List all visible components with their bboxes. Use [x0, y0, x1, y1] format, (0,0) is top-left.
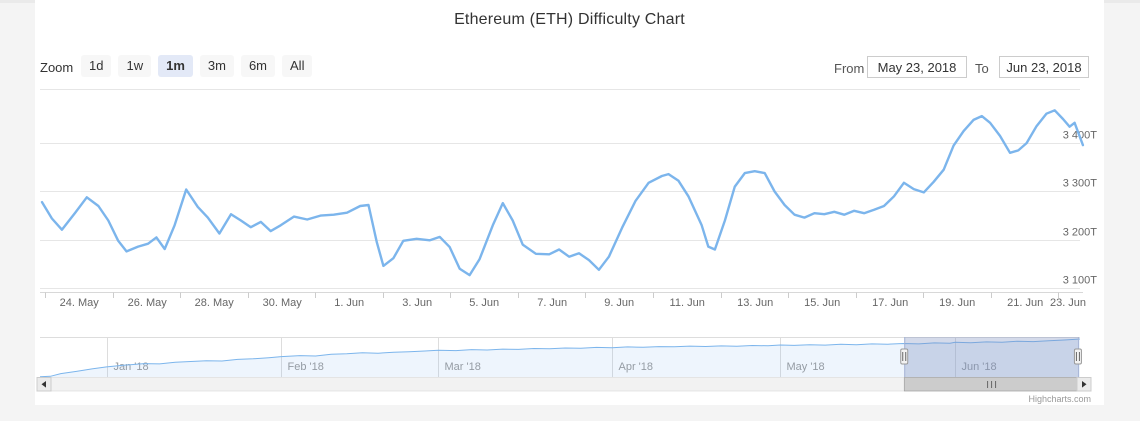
zoom-button-1w[interactable]: 1w	[118, 55, 152, 77]
left-arrow-icon	[41, 381, 46, 388]
x-axis-label: 9. Jun	[604, 297, 634, 309]
x-axis-label: 23. Jun	[1050, 297, 1086, 309]
navigator-right-handle[interactable]	[1073, 348, 1082, 365]
navigator-month-label: May '18	[787, 361, 825, 373]
x-axis-label: 1. Jun	[334, 297, 364, 309]
y-axis-label: 3 100T	[1063, 275, 1098, 287]
scrollbar-thumb[interactable]	[903, 377, 1079, 392]
x-axis-label: 17. Jun	[872, 297, 908, 309]
navigator-selected-mask[interactable]	[904, 337, 1078, 377]
zoom-button-6m[interactable]: 6m	[240, 55, 276, 77]
to-label: To	[975, 61, 989, 76]
to-date-input[interactable]	[999, 56, 1089, 78]
navigator-month-label: Apr '18	[619, 361, 654, 373]
zoom-button-1d[interactable]: 1d	[81, 55, 112, 77]
x-axis-label: 7. Jun	[537, 297, 567, 309]
x-axis-label: 24. May	[60, 297, 100, 309]
x-axis-label: 26. May	[128, 297, 168, 309]
difficulty-line-series	[40, 109, 1085, 277]
navigator-month-label: Jun '18	[962, 361, 997, 373]
navigator-left-handle[interactable]	[900, 348, 909, 365]
navigator-month-label: Mar '18	[445, 361, 481, 373]
x-axis-label: 11. Jun	[670, 297, 705, 309]
x-axis-label: 28. May	[195, 297, 235, 309]
zoom-button-group: 1d 1w 1m 3m 6m All	[81, 55, 313, 77]
x-axis-label: 19. Jun	[939, 297, 975, 309]
x-axis-label: 30. May	[263, 297, 303, 309]
x-axis-label: 15. Jun	[804, 297, 840, 309]
x-axis-label: 13. Jun	[737, 297, 773, 309]
navigator-month-label: Feb '18	[288, 361, 324, 373]
y-axis-label: 3 200T	[1063, 227, 1098, 239]
zoom-button-1m[interactable]: 1m	[158, 55, 193, 77]
from-date-input[interactable]	[867, 56, 967, 78]
y-axis-label: 3 300T	[1063, 178, 1098, 190]
navigator-area-fill	[40, 339, 1080, 377]
zoom-button-3m[interactable]: 3m	[199, 55, 234, 77]
x-axis-label: 5. Jun	[469, 297, 499, 309]
zoom-label: Zoom	[40, 60, 74, 75]
x-axis-label: 3. Jun	[402, 297, 432, 309]
chart-title: Ethereum (ETH) Difficulty Chart	[454, 11, 685, 28]
navigator-line-series	[39, 338, 1081, 378]
highcharts-credit-link[interactable]: Highcharts.com	[1028, 394, 1091, 404]
zoom-button-all[interactable]: All	[282, 55, 313, 77]
from-label: From	[834, 61, 865, 76]
x-axis-label: 21. Jun	[1007, 297, 1043, 309]
right-arrow-icon	[1082, 381, 1087, 388]
